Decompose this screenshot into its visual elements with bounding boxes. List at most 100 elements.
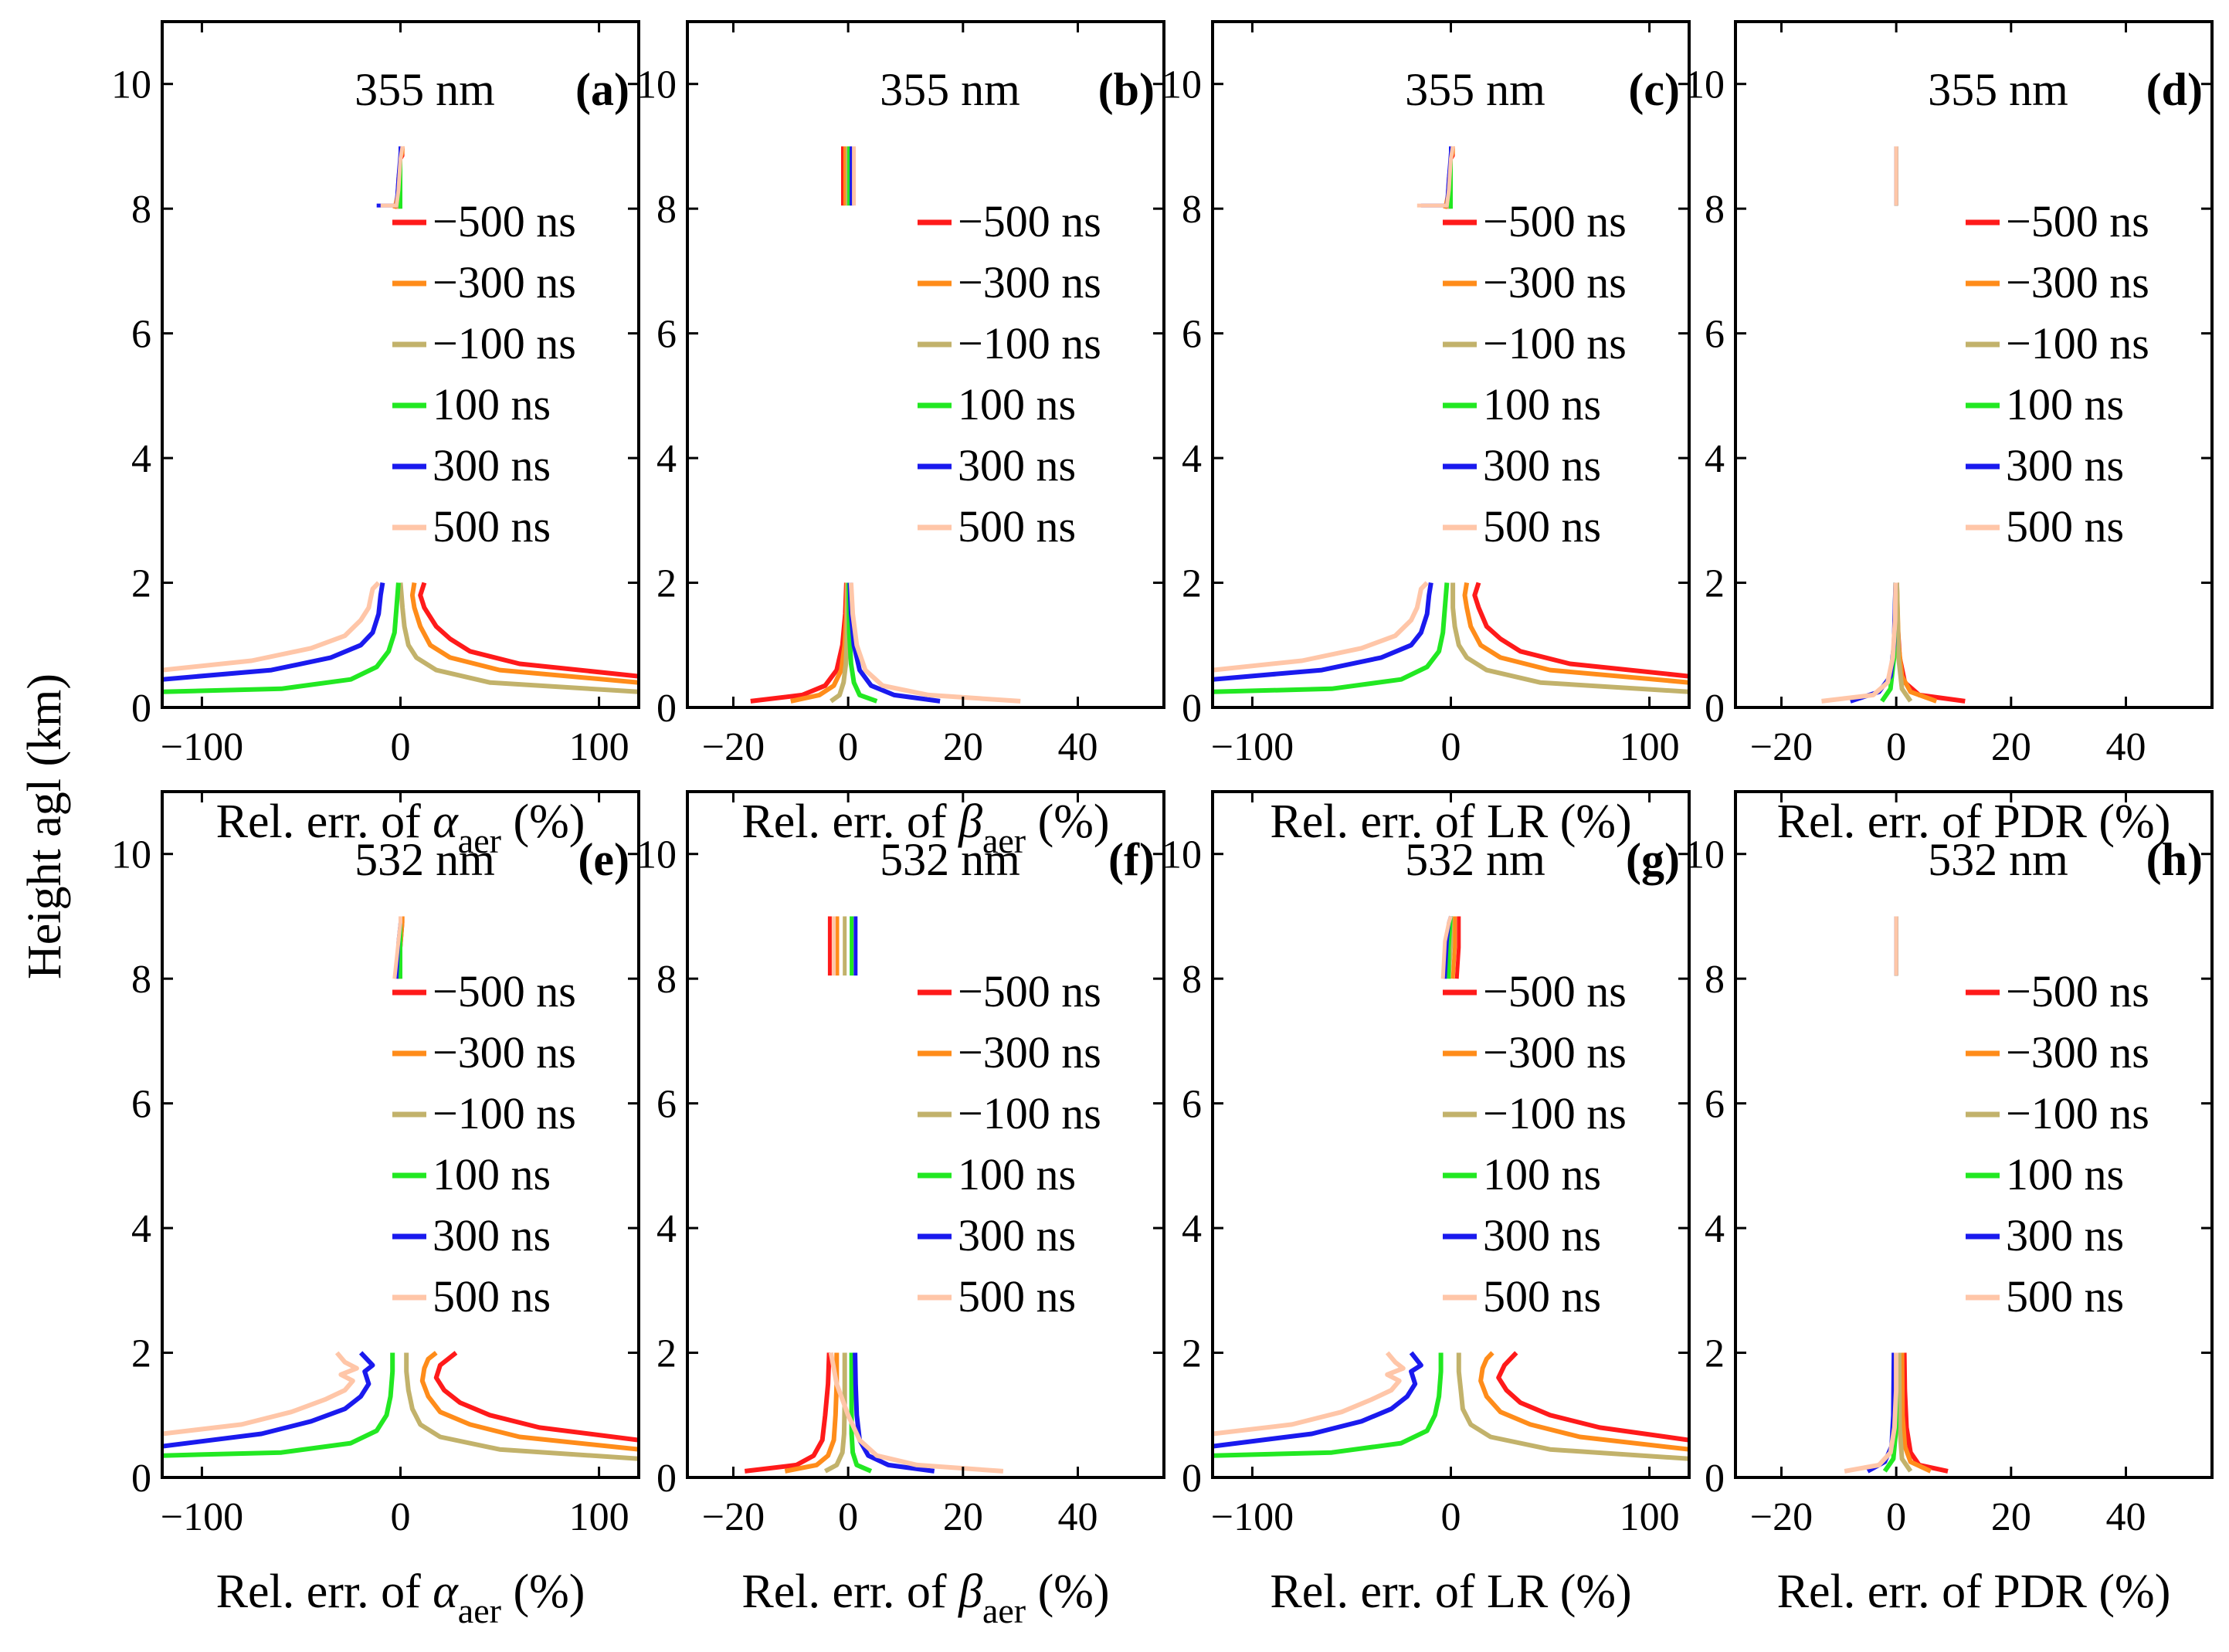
series-line-lower-0 xyxy=(418,582,639,679)
panel-title: 532 nm xyxy=(880,834,1020,885)
panel-title: 532 nm xyxy=(1405,834,1545,885)
chart-panel-f: 0 2 4 6 8 10 −20 0 20 40 532 nm (f) −500 ns −300 ns −1… xyxy=(636,790,1165,1630)
panel-title: 532 nm xyxy=(1928,834,2068,885)
x-tick-label: 40 xyxy=(1057,1495,1098,1539)
x-tick-label: 0 xyxy=(391,1495,411,1539)
legend-entry: −300 ns xyxy=(2006,257,2149,307)
legend-entry: −100 ns xyxy=(1483,318,1627,368)
y-tick-label: 10 xyxy=(1684,833,1725,877)
y-tick-label: 0 xyxy=(1705,1457,1725,1501)
y-tick-label: 6 xyxy=(131,313,151,357)
series-line-lower-5 xyxy=(1213,581,1429,673)
panel-title: 532 nm xyxy=(355,834,495,885)
series-line-lower-0 xyxy=(433,1351,639,1443)
y-tick-label: 0 xyxy=(1705,687,1725,731)
panel-title: 355 nm xyxy=(1928,64,2068,115)
plot-frame xyxy=(686,20,1165,709)
panel-label: (b) xyxy=(1098,64,1155,115)
plot-frame xyxy=(1734,20,2214,709)
series-line-lower-0 xyxy=(1472,582,1689,679)
legend-entry: −300 ns xyxy=(433,1027,576,1077)
x-tick-label: −100 xyxy=(161,725,243,769)
panel-title: 355 nm xyxy=(1405,64,1545,115)
series-line-lower-0 xyxy=(750,582,849,704)
legend-entry: −100 ns xyxy=(2006,1088,2149,1138)
x-tick-label: 0 xyxy=(1441,1495,1461,1539)
series-line-upper-5 xyxy=(380,146,405,208)
series-line-lower-1 xyxy=(1478,1351,1689,1452)
x-tick-label: 0 xyxy=(838,1495,858,1539)
y-tick-label: 6 xyxy=(1182,1083,1202,1127)
y-tick-label: 4 xyxy=(131,1207,151,1251)
y-tick-label: 10 xyxy=(111,63,151,107)
y-tick-label: 0 xyxy=(131,1457,151,1501)
y-tick-label: 2 xyxy=(1182,562,1202,606)
series-line-lower-5 xyxy=(1844,1352,1899,1474)
x-tick-label: −100 xyxy=(161,1495,243,1539)
panel-label: (c) xyxy=(1628,64,1680,115)
legend-entry: 300 ns xyxy=(958,1210,1076,1260)
y-tick-label: 4 xyxy=(656,437,677,481)
series-line-lower-3 xyxy=(162,582,401,694)
x-tick-label: −100 xyxy=(1211,725,1294,769)
y-tick-label: 6 xyxy=(656,313,677,357)
x-tick-label: −20 xyxy=(702,1495,765,1539)
series-line-lower-3 xyxy=(1213,582,1450,694)
series-line-lower-2 xyxy=(1450,582,1689,694)
y-tick-label: 4 xyxy=(1182,437,1202,481)
legend-entry: 300 ns xyxy=(1483,440,1601,490)
x-axis-label: Rel. err. of βaer (%) xyxy=(741,1565,1109,1630)
y-tick-label: 6 xyxy=(1705,313,1725,357)
legend-entry: 100 ns xyxy=(1483,1149,1601,1199)
series-line-lower-5 xyxy=(848,582,1021,704)
legend-entry: −500 ns xyxy=(433,966,576,1016)
y-tick-label: 8 xyxy=(1182,958,1202,1002)
series-line-lower-2 xyxy=(404,1352,639,1461)
legend-entry: −100 ns xyxy=(2006,318,2149,368)
x-axis-label: Rel. err. of βaer (%) xyxy=(741,795,1109,860)
legend-entry: 500 ns xyxy=(433,1271,551,1321)
legend-entry: 300 ns xyxy=(1483,1210,1601,1260)
legend-entry: 100 ns xyxy=(433,379,551,429)
y-tick-label: 10 xyxy=(636,833,677,877)
y-tick-label: 10 xyxy=(111,833,151,877)
x-axis-label: Rel. err. of αaer (%) xyxy=(216,795,585,860)
x-tick-label: −20 xyxy=(702,725,765,769)
y-tick-label: 2 xyxy=(1182,1332,1202,1376)
legend-entry: −300 ns xyxy=(2006,1027,2149,1077)
series-line-lower-2 xyxy=(1894,582,1913,703)
legend-entry: 500 ns xyxy=(958,501,1076,551)
legend-entry: 300 ns xyxy=(2006,1210,2124,1260)
y-tick-label: 4 xyxy=(656,1207,677,1251)
legend-entry: −300 ns xyxy=(958,257,1101,307)
x-tick-label: 100 xyxy=(1620,1495,1680,1539)
series-line-lower-1 xyxy=(1899,1352,1932,1474)
x-tick-label: 0 xyxy=(1886,725,1906,769)
series-line-lower-1 xyxy=(790,582,850,704)
legend-entry: 100 ns xyxy=(1483,379,1601,429)
y-tick-label: 8 xyxy=(131,188,151,232)
series-line-lower-3 xyxy=(849,1352,873,1474)
x-tick-label: 0 xyxy=(1441,725,1461,769)
y-tick-label: 0 xyxy=(656,1457,677,1501)
series-line-lower-2 xyxy=(823,1352,847,1474)
y-tick-label: 6 xyxy=(1705,1083,1725,1127)
legend-entry: 500 ns xyxy=(958,1271,1076,1321)
legend-entry: −500 ns xyxy=(1483,966,1627,1016)
y-tick-label: 2 xyxy=(131,1332,151,1376)
series-line-lower-4 xyxy=(1213,582,1433,682)
series-line-lower-2 xyxy=(398,582,639,694)
series-line-lower-5 xyxy=(162,581,381,673)
series-line-lower-0 xyxy=(744,1352,832,1474)
series-line-lower-4 xyxy=(162,582,385,682)
x-tick-label: 20 xyxy=(1991,725,2031,769)
legend-entry: −500 ns xyxy=(958,196,1101,246)
panel-title: 355 nm xyxy=(355,64,495,115)
legend-entry: 100 ns xyxy=(2006,1149,2124,1199)
y-tick-label: 2 xyxy=(1705,1332,1725,1376)
panel-label: (e) xyxy=(578,834,629,885)
legend-entry: 500 ns xyxy=(1483,501,1601,551)
series-line-lower-1 xyxy=(409,582,639,685)
chart-panel-h: 0 2 4 6 8 10 −20 0 20 40 532 nm (h) −500 ns −300 ns −1… xyxy=(1684,790,2214,1618)
